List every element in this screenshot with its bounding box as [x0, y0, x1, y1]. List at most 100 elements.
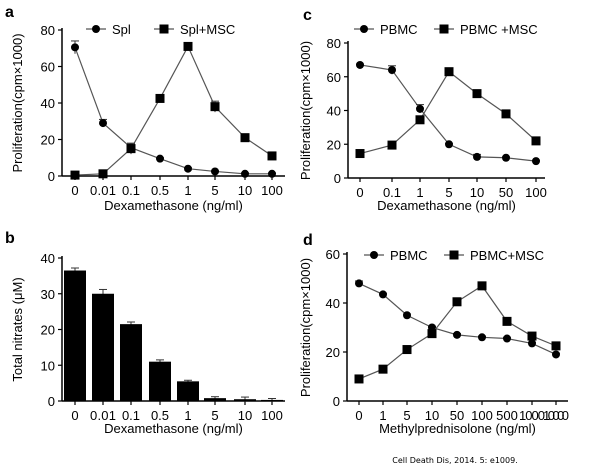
panel-label: a — [5, 4, 14, 21]
series-line — [74, 47, 272, 175]
legend-marker — [449, 250, 459, 260]
x-tick-label: 0.1 — [122, 183, 140, 198]
x-tick-label: 0.1 — [122, 408, 140, 423]
data-point — [445, 140, 453, 149]
data-point — [71, 43, 79, 52]
x-tick-label: 0.01 — [90, 183, 116, 198]
y-tick-label: 20 — [41, 133, 55, 148]
bar — [204, 398, 226, 401]
data-point — [388, 66, 396, 74]
y-tick-label: 40 — [41, 251, 55, 266]
data-point — [355, 149, 365, 159]
y-tick-label: 80 — [327, 36, 341, 51]
panel-label: c — [303, 7, 312, 24]
x-tick-label: 10 — [470, 185, 484, 200]
x-tick-label: 5 — [445, 185, 452, 200]
x-tick-label: 0.01 — [90, 408, 116, 423]
citation: Cell Death Dis, 2014. 5: e1009. — [392, 456, 517, 465]
data-point — [528, 339, 536, 348]
data-point — [551, 341, 561, 351]
x-tick-label: 100 — [261, 408, 283, 423]
y-tick-label: 60 — [326, 247, 340, 262]
x-tick-label: 5 — [211, 183, 218, 198]
legend-marker — [92, 25, 100, 33]
x-tick-label: 1 — [184, 408, 191, 423]
data-point — [502, 153, 510, 162]
legend-marker — [159, 24, 169, 34]
bar — [64, 270, 86, 401]
data-point — [387, 140, 397, 150]
data-point — [378, 364, 388, 374]
data-point — [241, 169, 249, 178]
data-point — [501, 109, 511, 119]
bar — [234, 399, 256, 401]
panel-label: b — [5, 230, 15, 247]
data-point — [99, 119, 107, 128]
data-point — [552, 350, 560, 359]
data-point — [452, 297, 462, 307]
series-line — [358, 282, 557, 355]
y-tick-label: 80 — [41, 23, 55, 38]
x-tick-label: 100 — [261, 183, 283, 198]
y-tick-label: 30 — [41, 287, 55, 302]
data-point — [155, 93, 165, 103]
data-point — [532, 157, 540, 166]
y-tick-label: 0 — [48, 169, 55, 184]
bar — [177, 381, 199, 401]
y-tick-label: 10 — [41, 358, 55, 373]
x-axis-label: Dexamethasone (ng/ml) — [104, 198, 243, 213]
y-tick-label: 20 — [326, 345, 340, 360]
y-axis-label: Total nitrates (μM) — [10, 277, 25, 381]
data-point — [268, 169, 276, 178]
legend-entry: PBMC — [390, 248, 428, 263]
x-tick-label: 100 — [471, 408, 493, 423]
data-point — [355, 279, 363, 288]
x-tick-label: 1000 — [519, 408, 545, 423]
data-point — [477, 281, 487, 291]
legend-entry: PBMC +MSC — [460, 22, 538, 37]
x-tick-label: 0 — [71, 408, 78, 423]
data-point — [98, 169, 108, 179]
y-tick-label: 20 — [327, 137, 341, 152]
x-tick-label: 0.1 — [383, 185, 401, 200]
x-tick-label: 50 — [499, 185, 513, 200]
y-tick-label: 60 — [327, 70, 341, 85]
x-tick-label: 10 — [425, 408, 439, 423]
y-tick-label: 40 — [41, 96, 55, 111]
legend-entry: PBMC+MSC — [470, 248, 544, 263]
y-axis-label: Proliferation(cpm×1000) — [10, 33, 25, 172]
y-tick-label: 0 — [334, 171, 341, 186]
data-point — [453, 330, 461, 339]
bar — [149, 361, 171, 401]
legend-marker — [370, 251, 378, 259]
x-tick-label: 5 — [211, 408, 218, 423]
data-point — [379, 290, 387, 299]
legend-entry: Spl+MSC — [180, 22, 235, 37]
legend-marker — [360, 25, 368, 33]
x-axis-label: Methylprednisolone (ng/ml) — [379, 421, 536, 436]
data-point — [156, 154, 164, 163]
x-tick-label: 10 — [238, 183, 252, 198]
panel-a: a 0 20 40 60 80 0 0.01 0.1 0.5 1 5 10 100 Dexamethason… — [5, 4, 285, 213]
data-point — [356, 60, 364, 69]
data-point — [416, 104, 424, 113]
panel-c: c 0 20 40 60 80 0 0.1 1 5 10 50 100 Dexamethasone (ng… — [298, 7, 547, 213]
x-axis-label: Dexamethasone (ng/ml) — [377, 198, 516, 213]
data-point — [211, 167, 219, 176]
x-tick-label: 1 — [184, 183, 191, 198]
data-point — [70, 170, 80, 180]
series-line — [74, 45, 273, 176]
data-point — [126, 144, 136, 154]
x-tick-label: 100 — [525, 185, 547, 200]
data-point — [531, 136, 541, 146]
data-point — [502, 316, 512, 326]
x-tick-label: 0 — [356, 185, 363, 200]
data-point — [444, 67, 454, 77]
legend-entry: Spl — [112, 22, 131, 37]
y-axis-label: Proliferation(cpm×1000) — [298, 41, 313, 180]
legend-entry: PBMC — [380, 22, 418, 37]
data-point — [503, 334, 511, 343]
x-tick-label: 1 — [416, 185, 423, 200]
data-point — [472, 89, 482, 99]
